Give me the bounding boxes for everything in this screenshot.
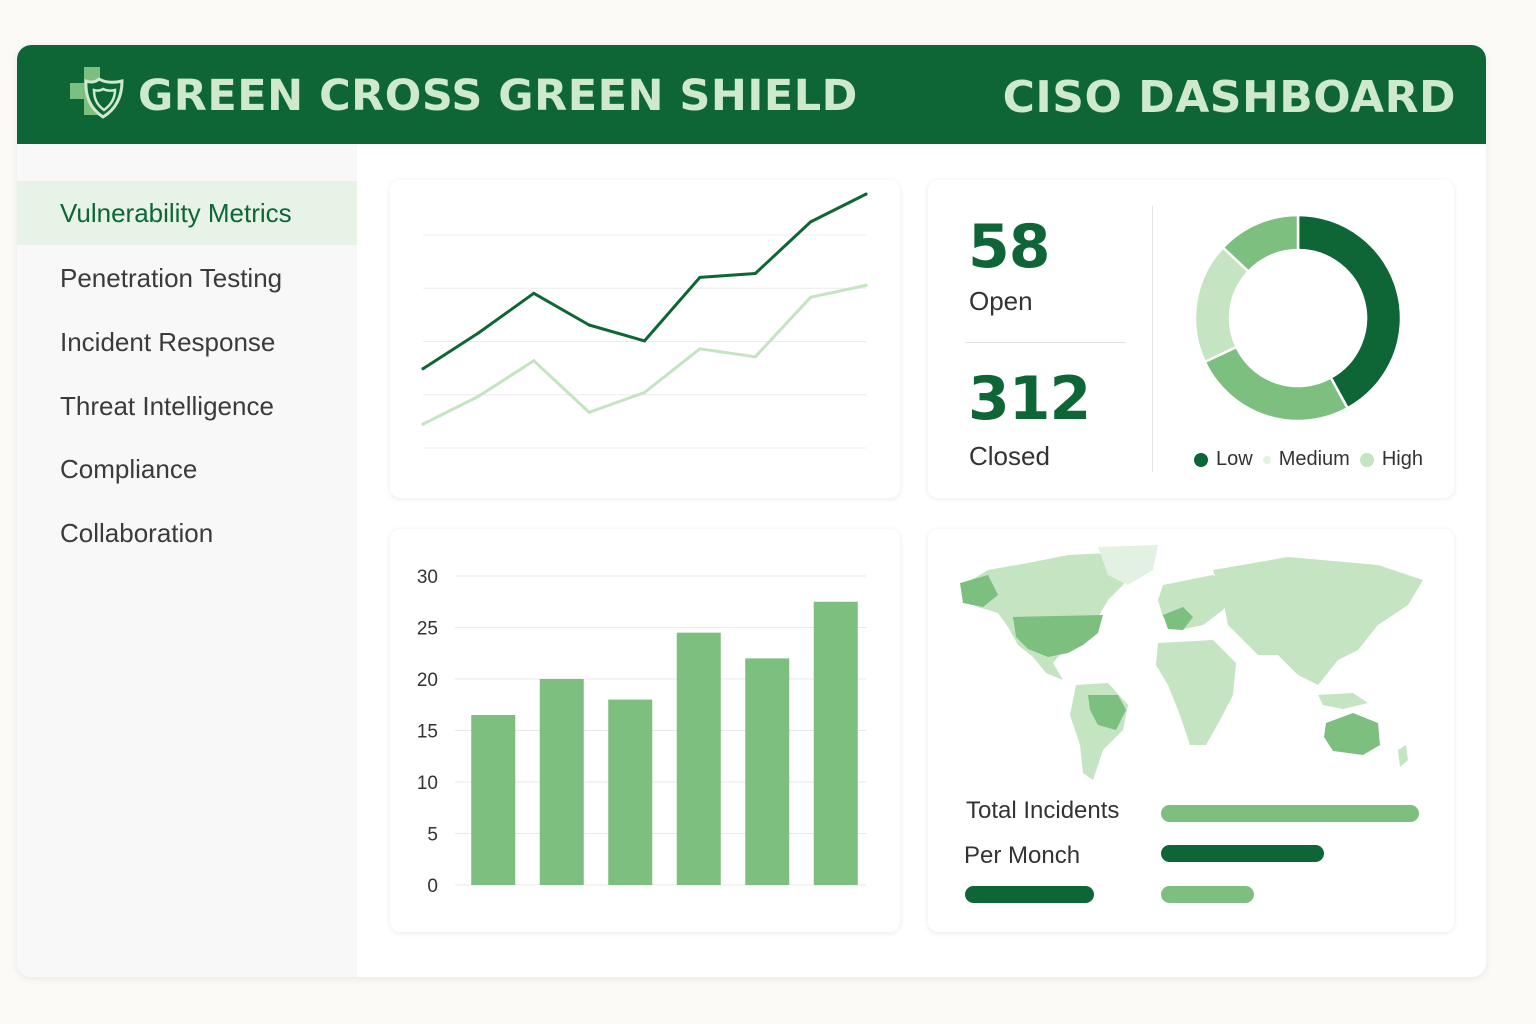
sidebar-item-vulnerability-metrics[interactable]: Vulnerability Metrics	[17, 181, 357, 245]
line-series-light	[421, 283, 868, 426]
line-point-light	[587, 410, 591, 414]
y-tick-label: 25	[417, 619, 438, 640]
line-point-dark	[643, 339, 646, 343]
world-map-card: Total Incidents Per Monch	[928, 529, 1454, 932]
sidebar-item-threat-intelligence[interactable]: Threat Intelligence	[60, 391, 274, 421]
donut-slice-medium	[1203, 345, 1350, 423]
brand-name: GREEN CROSS GREEN SHIELD	[138, 71, 858, 121]
legend-medium: Medium	[1262, 448, 1350, 471]
bar-4	[676, 632, 721, 885]
line-point-light	[532, 359, 536, 363]
map-alaska	[960, 575, 998, 607]
y-tick-label: 15	[417, 722, 438, 743]
donut-slice-low	[1296, 213, 1403, 410]
bar-1	[471, 715, 516, 885]
line-series-dark	[421, 192, 868, 371]
per-month-label: Per Monch	[964, 842, 1081, 869]
sidebar-item-penetration-testing[interactable]: Penetration Testing	[60, 263, 283, 293]
total-incidents-bar	[1161, 805, 1419, 822]
legend-medium-swatch	[1262, 455, 1271, 464]
legend-high-swatch	[1359, 452, 1374, 467]
line-point-light	[864, 283, 868, 287]
closed-label: Closed	[969, 441, 1050, 471]
line-chart-card	[390, 180, 900, 498]
bar-6	[813, 601, 858, 885]
bar-chart-card: 0 5 10 15 20 25 30	[390, 529, 900, 932]
map-africa	[1156, 640, 1236, 745]
header-bar: GREEN CROSS GREEN SHIELD CISO DASHBOARD	[17, 45, 1486, 144]
y-tick-label: 5	[427, 825, 438, 846]
legend-low-swatch	[1194, 452, 1208, 467]
line-chart	[421, 192, 868, 449]
donut-slice-other-3	[1221, 213, 1300, 274]
legend-low-label: Low	[1216, 448, 1253, 470]
line-point-dark	[587, 323, 591, 327]
map-indonesia	[1318, 693, 1368, 709]
legend-high-label: High	[1381, 448, 1423, 470]
sidebar-item-incident-response[interactable]: Incident Response	[60, 327, 276, 357]
map-brazil	[1088, 695, 1126, 730]
map-greenland	[1098, 545, 1158, 585]
line-point-dark	[421, 367, 425, 371]
line-point-dark	[809, 220, 813, 224]
map-western-europe	[1163, 607, 1193, 630]
bar-2	[539, 679, 584, 885]
world-map	[960, 545, 1423, 780]
line-point-dark	[476, 331, 480, 335]
line-point-light	[476, 394, 480, 398]
line-point-dark	[753, 271, 757, 275]
donut-chart	[1193, 213, 1403, 423]
map-new-zealand	[1398, 745, 1408, 767]
y-tick-label: 30	[417, 567, 438, 588]
closed-count: 312	[968, 364, 1091, 434]
open-label: Open	[969, 286, 1033, 316]
line-point-light	[698, 347, 702, 351]
line-point-light	[643, 390, 646, 394]
bar-3	[608, 699, 653, 885]
legend-medium-label: Medium	[1278, 448, 1350, 470]
total-incidents-label: Total Incidents	[966, 797, 1120, 824]
stats-donut-card: 58 Open 312 Closed Low Medium High	[928, 180, 1454, 498]
line-point-dark	[864, 192, 868, 196]
map-usa	[1013, 615, 1103, 657]
line-point-dark	[532, 291, 536, 295]
line-point-light	[753, 355, 757, 359]
map-australia	[1324, 713, 1380, 755]
sidebar: Vulnerability Metrics Penetration Testin…	[17, 144, 357, 977]
legend-high: High	[1359, 448, 1423, 471]
bar-5	[745, 658, 790, 885]
y-tick-label: 20	[417, 670, 438, 691]
sidebar-item-collaboration[interactable]: Collaboration	[60, 518, 214, 548]
legend-low: Low	[1194, 448, 1253, 471]
card-vertical-divider	[1152, 206, 1153, 472]
dashboard-title: CISO DASHBOARD	[1002, 72, 1456, 123]
per-month-bar	[1161, 845, 1324, 862]
y-tick-label: 10	[417, 773, 438, 794]
line-point-light	[809, 295, 813, 299]
extra-bar-left	[965, 886, 1094, 903]
bar-chart: 0 5 10 15 20 25 30	[417, 567, 866, 897]
stats-divider	[966, 342, 1126, 343]
cross-shield-logo-icon	[70, 67, 124, 119]
donut-legend: Low Medium High	[1194, 448, 1433, 471]
y-tick-label: 0	[427, 876, 438, 897]
sidebar-item-compliance[interactable]: Compliance	[60, 454, 198, 484]
extra-bar-right	[1161, 886, 1254, 903]
line-point-dark	[698, 275, 702, 279]
dashboard-window: GREEN CROSS GREEN SHIELD CISO DASHBOARD …	[17, 45, 1486, 977]
open-count: 58	[968, 212, 1050, 282]
line-point-light	[421, 422, 425, 426]
map-asia	[1213, 557, 1423, 685]
